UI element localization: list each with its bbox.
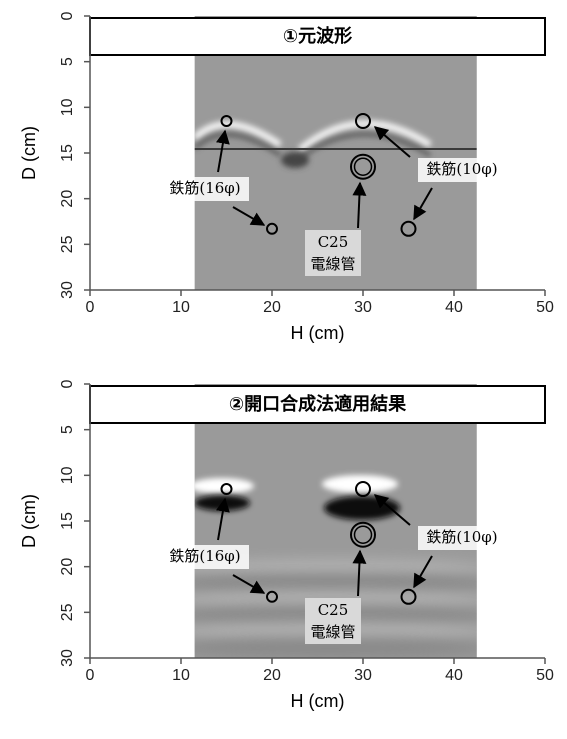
image-bright xyxy=(194,478,254,494)
callout-arrow xyxy=(232,206,266,226)
y-tick-label: 25 xyxy=(59,235,76,253)
series-label: C25 xyxy=(318,601,349,619)
y-tick-label: 15 xyxy=(59,512,76,530)
x-tick-label: 40 xyxy=(445,667,463,684)
image-dark-spot xyxy=(281,152,309,168)
y-tick-label: 5 xyxy=(59,57,76,66)
image-ripple xyxy=(194,638,477,658)
x-tick-label: 50 xyxy=(536,667,554,684)
callout-arrow xyxy=(352,549,367,597)
y-tick-label: 0 xyxy=(59,11,76,20)
image-dark xyxy=(324,496,400,520)
x-axis-title: H (cm) xyxy=(291,323,345,343)
marker xyxy=(350,153,376,180)
y-tick-label: 15 xyxy=(59,144,76,162)
chart-title: ①元波形 xyxy=(283,25,352,46)
x-tick-label: 0 xyxy=(86,299,95,316)
y-tick-label: 30 xyxy=(59,649,76,667)
callout-arrow xyxy=(215,497,230,541)
label-box xyxy=(418,526,506,550)
image-dark xyxy=(194,495,250,511)
y-tick-label: 10 xyxy=(59,98,76,116)
x-tick-label: 10 xyxy=(172,667,190,684)
series-label: C25 xyxy=(318,233,349,251)
x-tick-label: 10 xyxy=(172,299,190,316)
marker-ring xyxy=(353,157,373,176)
callout-arrow xyxy=(215,129,230,173)
label-box xyxy=(161,545,249,569)
y-tick-label: 0 xyxy=(59,379,76,388)
marker xyxy=(266,590,278,603)
image-hyperbola xyxy=(194,120,432,153)
callout-arrow xyxy=(232,574,266,594)
marker xyxy=(220,483,233,496)
panel: ①元波形 0 5 10 15 20 25 30 0 10 20 30 40 50 H (cm) D (cm) 鉄… xyxy=(19,11,554,342)
x-tick-label: 20 xyxy=(263,667,281,684)
callout-arrow xyxy=(352,181,367,229)
image-bright xyxy=(322,475,398,493)
y-tick-label: 25 xyxy=(59,603,76,621)
y-tick-label: 20 xyxy=(59,558,76,576)
label-box xyxy=(305,598,361,644)
label-box xyxy=(305,230,361,276)
series-label: 電線管 xyxy=(310,255,355,273)
marker xyxy=(400,220,417,237)
x-tick-label: 0 xyxy=(86,667,95,684)
marker xyxy=(355,113,371,130)
panel: ②開口合成法適用結果 0 5 10 15 20 25 30 0 10 20 30 40 50 H (cm) D… xyxy=(19,379,554,710)
x-tick-label: 50 xyxy=(536,299,554,316)
y-tick-label: 20 xyxy=(59,190,76,208)
x-tick-label: 20 xyxy=(263,299,281,316)
x-tick-label: 40 xyxy=(445,299,463,316)
callout-arrow xyxy=(373,494,411,526)
callout-arrow xyxy=(413,555,433,589)
marker xyxy=(355,481,371,498)
title-box xyxy=(89,17,546,56)
marker xyxy=(266,222,278,235)
y-tick-label: 10 xyxy=(59,466,76,484)
label-box xyxy=(418,158,506,182)
chart-title: ②開口合成法適用結果 xyxy=(229,393,407,414)
y-axis-title: D (cm) xyxy=(19,494,39,548)
series-label: 鉄筋(16φ) xyxy=(169,547,240,565)
y-tick-label: 30 xyxy=(59,281,76,299)
label-box xyxy=(161,177,249,201)
marker xyxy=(220,115,233,128)
y-axis-title: D (cm) xyxy=(19,126,39,180)
x-tick-label: 30 xyxy=(354,667,372,684)
y-tick-label: 5 xyxy=(59,425,76,434)
series-label: 鉄筋(16φ) xyxy=(169,179,240,197)
image-ripple xyxy=(194,558,477,578)
series-label: 電線管 xyxy=(310,623,355,641)
radar-image xyxy=(194,384,477,658)
series-label: 鉄筋(10φ) xyxy=(426,528,497,546)
callout-arrow xyxy=(373,126,411,158)
title-box xyxy=(89,385,546,424)
series-label: 鉄筋(10φ) xyxy=(426,160,497,178)
marker xyxy=(350,521,376,548)
x-axis-title: H (cm) xyxy=(291,691,345,711)
marker xyxy=(400,588,417,605)
callout-arrow xyxy=(413,187,433,221)
x-tick-label: 30 xyxy=(354,299,372,316)
marker-ring xyxy=(353,525,373,544)
